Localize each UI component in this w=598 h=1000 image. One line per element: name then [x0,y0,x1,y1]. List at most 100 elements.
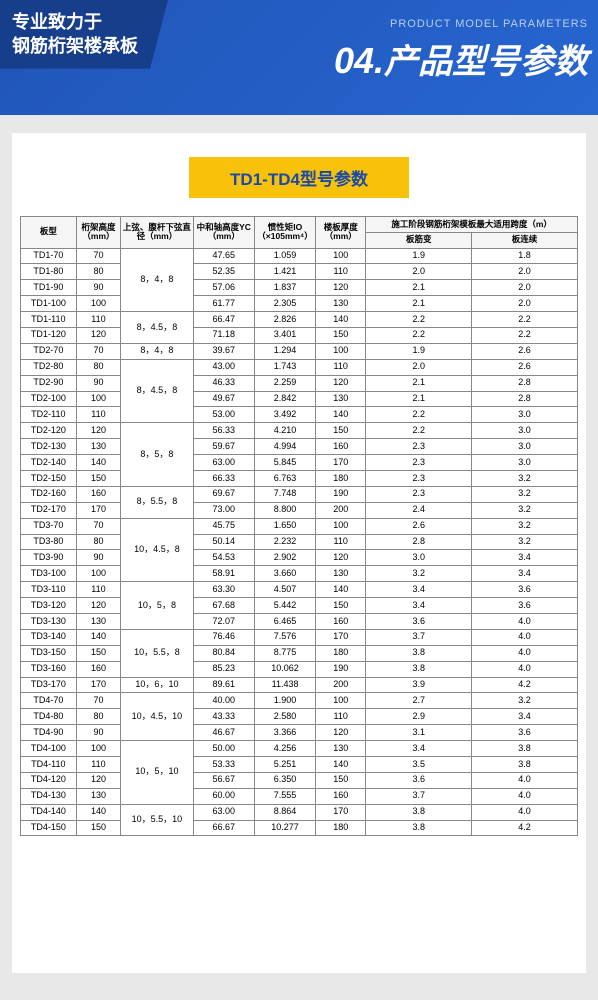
cell-height: 90 [76,375,121,391]
cell-io: 2.902 [254,550,315,566]
cell-io: 2.305 [254,296,315,312]
table-row: TD3-808050.142.2321102.83.2 [21,534,578,550]
th-io: 惯性矩IO（×105mm⁴） [254,217,315,249]
cell-model: TD4-70 [21,693,77,709]
cell-span2: 3.0 [472,423,578,439]
cell-yc: 76.46 [193,629,254,645]
cell-dia: 10，6，10 [121,677,193,693]
cell-thick: 200 [316,502,366,518]
cell-model: TD2-110 [21,407,77,423]
cell-model: TD2-140 [21,455,77,471]
cell-span2: 3.6 [472,582,578,598]
cell-span1: 2.2 [366,312,472,328]
cell-yc: 56.33 [193,423,254,439]
cell-thick: 150 [316,772,366,788]
cell-span1: 3.8 [366,661,472,677]
cell-height: 170 [76,502,121,518]
table-row: TD4-14014010，5.5，1063.008.8641703.84.0 [21,804,578,820]
cell-height: 100 [76,296,121,312]
cell-span2: 3.8 [472,741,578,757]
cell-io: 4.210 [254,423,315,439]
cell-yc: 47.65 [193,248,254,264]
cell-io: 10.277 [254,820,315,836]
cell-dia: 10，4.5，10 [121,693,193,741]
cell-height: 150 [76,820,121,836]
th-yc: 中和轴高度YC（mm） [193,217,254,249]
cell-io: 8.864 [254,804,315,820]
cell-span2: 3.4 [472,566,578,582]
cell-io: 7.555 [254,788,315,804]
cell-yc: 52.35 [193,264,254,280]
cell-thick: 150 [316,423,366,439]
cell-span2: 4.0 [472,614,578,630]
cell-model: TD3-130 [21,614,77,630]
cell-height: 120 [76,423,121,439]
cell-model: TD3-120 [21,598,77,614]
cell-model: TD2-80 [21,359,77,375]
th-span-top: 施工阶段钢筋桁架模板最大适用跨度（m） [366,217,578,233]
cell-io: 8.800 [254,502,315,518]
cell-span2: 3.2 [472,693,578,709]
cell-io: 5.442 [254,598,315,614]
table-row: TD2-80808，4.5，843.001.7431102.02.6 [21,359,578,375]
cell-yc: 72.07 [193,614,254,630]
table-row: TD2-10010049.672.8421302.12.8 [21,391,578,407]
cell-height: 140 [76,455,121,471]
cell-yc: 53.00 [193,407,254,423]
cell-io: 4.256 [254,741,315,757]
cell-yc: 80.84 [193,645,254,661]
cell-yc: 89.61 [193,677,254,693]
table-row: TD3-12012067.685.4421503.43.6 [21,598,578,614]
cell-span1: 3.4 [366,598,472,614]
cell-thick: 140 [316,582,366,598]
cell-model: TD4-100 [21,741,77,757]
table-row: TD4-707010，4.5，1040.001.9001002.73.2 [21,693,578,709]
cell-dia: 8，4，8 [121,343,193,359]
cell-span1: 3.5 [366,757,472,773]
cell-yc: 49.67 [193,391,254,407]
cell-span2: 2.0 [472,280,578,296]
cell-span2: 2.6 [472,359,578,375]
table-row: TD1-70708，4，847.651.0591001.91.8 [21,248,578,264]
cell-thick: 100 [316,518,366,534]
cell-span2: 2.6 [472,343,578,359]
cell-span2: 4.0 [472,661,578,677]
cell-span1: 3.9 [366,677,472,693]
table-row: TD3-17017010，6，1089.6111.4382003.94.2 [21,677,578,693]
cell-yc: 56.67 [193,772,254,788]
cell-height: 80 [76,709,121,725]
cell-span1: 2.4 [366,502,472,518]
cell-span1: 3.6 [366,614,472,630]
cell-model: TD3-160 [21,661,77,677]
cell-thick: 130 [316,391,366,407]
cell-height: 120 [76,598,121,614]
cell-io: 8.775 [254,645,315,661]
cell-model: TD1-70 [21,248,77,264]
th-thick: 楼板厚度（mm） [316,217,366,249]
cell-span2: 3.2 [472,534,578,550]
cell-thick: 100 [316,248,366,264]
cell-yc: 39.67 [193,343,254,359]
cell-io: 11.438 [254,677,315,693]
th-height: 桁架高度（mm） [76,217,121,249]
cell-span2: 3.0 [472,439,578,455]
cell-io: 3.660 [254,566,315,582]
table-row: TD3-10010058.913.6601303.23.4 [21,566,578,582]
cell-model: TD3-110 [21,582,77,598]
cell-span2: 3.0 [472,455,578,471]
cell-io: 7.748 [254,486,315,502]
cell-height: 100 [76,741,121,757]
cell-height: 70 [76,343,121,359]
cell-height: 150 [76,645,121,661]
cell-span1: 2.3 [366,439,472,455]
cell-height: 140 [76,804,121,820]
cell-height: 170 [76,677,121,693]
cell-model: TD1-120 [21,327,77,343]
cell-dia: 8，4.5，8 [121,359,193,423]
cell-model: TD2-170 [21,502,77,518]
cell-thick: 160 [316,788,366,804]
cell-span1: 3.4 [366,741,472,757]
cell-yc: 40.00 [193,693,254,709]
table-row: TD2-1601608，5.5，869.677.7481902.33.2 [21,486,578,502]
cell-io: 1.900 [254,693,315,709]
